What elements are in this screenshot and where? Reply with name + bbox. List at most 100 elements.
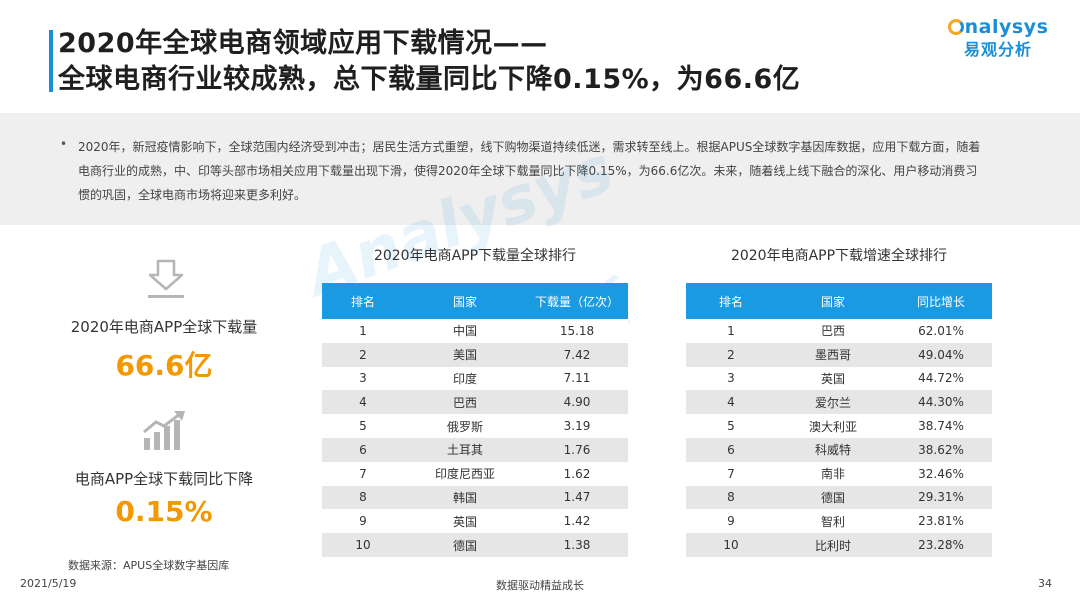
stat-decline-value: 0.15% [115,495,213,528]
cell-rank: 7 [686,461,776,486]
cell-country: 墨西哥 [776,342,890,367]
cell-country: 土耳其 [404,437,526,462]
cell-rank: 1 [686,319,776,343]
table-row: 5 澳大利亚 38.74% [686,414,992,438]
table-row: 2 美国 7.42 [322,342,628,367]
growth-chart-icon [140,408,190,456]
footer-date: 2021/5/19 [20,577,77,590]
cell-value: 1.47 [526,485,628,510]
cell-rank: 4 [686,390,776,415]
download-icon [144,257,188,305]
cell-value: 4.90 [526,390,628,415]
cell-rank: 10 [686,533,776,557]
cell-rank: 6 [322,437,404,462]
cell-value: 38.62% [890,437,992,462]
column-header-country: 国家 [404,283,526,319]
table-row: 5 俄罗斯 3.19 [322,414,628,438]
analysys-logo: nalysys 易观分析 [944,16,1052,60]
table-row: 6 土耳其 1.76 [322,437,628,462]
logo-text-en: nalysys [964,16,1049,38]
table-row: 8 韩国 1.47 [322,485,628,510]
cell-rank: 8 [686,485,776,510]
table-row: 1 巴西 62.01% [686,319,992,343]
cell-rank: 3 [686,366,776,391]
cell-value: 15.18 [526,319,628,343]
column-header-country: 国家 [776,283,890,319]
data-source: 数据来源：APUS全球数字基因库 [68,559,230,572]
table-row: 7 印度尼西亚 1.62 [322,461,628,486]
cell-value: 1.42 [526,509,628,534]
growth-ranking-table: 排名 国家 同比增长 1 巴西 62.01% 2 墨西哥 49.04% 3 英国 44.72% 4… [686,283,992,557]
cell-country: 巴西 [776,319,890,343]
cell-rank: 5 [686,414,776,438]
table-row: 2 墨西哥 49.04% [686,342,992,367]
table-row: 3 印度 7.11 [322,366,628,391]
table-row: 8 德国 29.31% [686,485,992,510]
summary-text: 2020年，新冠疫情影响下，全球范围内经济受到冲击；居民生活方式重塑，线下购物渠… [78,140,981,202]
cell-country: 韩国 [404,485,526,510]
download-table-title: 2020年电商APP下载量全球排行 [373,248,577,264]
cell-value: 7.11 [526,366,628,391]
cell-country: 比利时 [776,533,890,557]
cell-value: 32.46% [890,461,992,486]
cell-rank: 6 [686,437,776,462]
cell-country: 美国 [404,342,526,367]
column-header-rank: 排名 [322,283,404,319]
page-title: 2020年全球电商领域应用下载情况—— 全球电商行业较成熟，总下载量同比下降0.… [58,26,800,98]
table-row: 10 德国 1.38 [322,533,628,557]
table-row: 1 中国 15.18 [322,319,628,343]
cell-country: 德国 [404,533,526,557]
summary-bullet: • [60,137,68,151]
cell-country: 澳大利亚 [776,414,890,438]
cell-country: 印度尼西亚 [404,461,526,486]
table-row: 9 智利 23.81% [686,509,992,534]
table-row: 9 英国 1.42 [322,509,628,534]
table-row: 4 爱尔兰 44.30% [686,390,992,415]
cell-rank: 9 [686,509,776,534]
table-row: 7 南非 32.46% [686,461,992,486]
cell-country: 英国 [404,509,526,534]
cell-country: 爱尔兰 [776,390,890,415]
cell-value: 29.31% [890,485,992,510]
stat-decline-label: 电商APP全球下载同比下降 [74,470,254,488]
page-title-line2: 全球电商行业较成熟，总下载量同比下降0.15%，为66.6亿 [58,64,801,95]
stat-download-label: 2020年电商APP全球下载量 [70,318,258,336]
cell-rank: 4 [322,390,404,415]
cell-rank: 7 [322,461,404,486]
cell-country: 南非 [776,461,890,486]
cell-value: 1.38 [526,533,628,557]
cell-value: 44.30% [890,390,992,415]
column-header-rank: 排名 [686,283,776,319]
table-row: 6 科威特 38.62% [686,437,992,462]
cell-rank: 8 [322,485,404,510]
download-ranking-table: 排名 国家 下载量（亿次） 1 中国 15.18 2 美国 7.42 3 印度 7.11 4 巴西 4… [322,283,628,557]
cell-value: 62.01% [890,319,992,343]
cell-country: 中国 [404,319,526,343]
stat-download-value: 66.6亿 [115,349,213,382]
cell-country: 印度 [404,366,526,391]
logo-text-cn: 易观分析 [963,40,1032,59]
table-row: 4 巴西 4.90 [322,390,628,415]
column-header-downloads: 下载量（亿次） [526,283,628,319]
cell-country: 德国 [776,485,890,510]
cell-rank: 3 [322,366,404,391]
cell-country: 俄罗斯 [404,414,526,438]
cell-value: 44.72% [890,366,992,391]
cell-rank: 2 [322,342,404,367]
cell-value: 23.28% [890,533,992,557]
cell-rank: 10 [322,533,404,557]
cell-value: 23.81% [890,509,992,534]
growth-table-title: 2020年电商APP下载增速全球排行 [730,248,948,264]
footer-slogan: 数据驱动精益成长 [496,579,584,592]
cell-country: 英国 [776,366,890,391]
cell-rank: 1 [322,319,404,343]
cell-rank: 2 [686,342,776,367]
cell-value: 49.04% [890,342,992,367]
cell-country: 巴西 [404,390,526,415]
table-header-row: 排名 国家 同比增长 [686,283,992,319]
cell-value: 3.19 [526,414,628,438]
cell-country: 智利 [776,509,890,534]
cell-value: 7.42 [526,342,628,367]
table-row: 3 英国 44.72% [686,366,992,391]
cell-value: 1.76 [526,437,628,462]
